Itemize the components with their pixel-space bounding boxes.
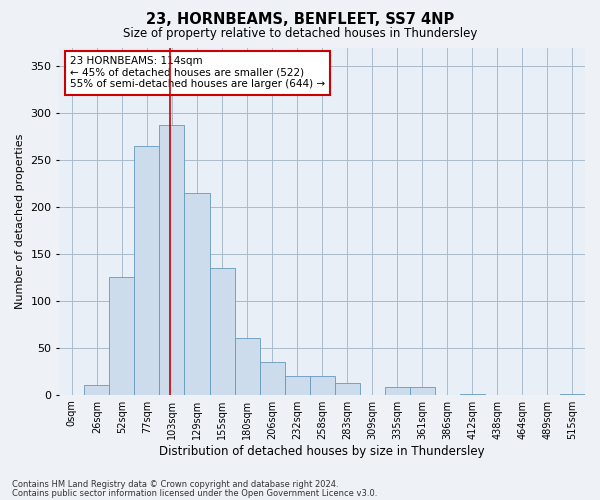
Text: Size of property relative to detached houses in Thundersley: Size of property relative to detached ho…	[123, 28, 477, 40]
Bar	[284, 376, 310, 394]
Bar	[260, 362, 284, 394]
Bar	[109, 278, 134, 394]
X-axis label: Distribution of detached houses by size in Thundersley: Distribution of detached houses by size …	[160, 444, 485, 458]
Text: 23 HORNBEAMS: 114sqm
← 45% of detached houses are smaller (522)
55% of semi-deta: 23 HORNBEAMS: 114sqm ← 45% of detached h…	[70, 56, 325, 90]
Bar	[310, 376, 335, 394]
Text: Contains HM Land Registry data © Crown copyright and database right 2024.: Contains HM Land Registry data © Crown c…	[12, 480, 338, 489]
Bar	[184, 193, 209, 394]
Text: 23, HORNBEAMS, BENFLEET, SS7 4NP: 23, HORNBEAMS, BENFLEET, SS7 4NP	[146, 12, 454, 28]
Bar	[134, 146, 160, 394]
Bar	[209, 268, 235, 394]
Y-axis label: Number of detached properties: Number of detached properties	[15, 134, 25, 309]
Text: Contains public sector information licensed under the Open Government Licence v3: Contains public sector information licen…	[12, 488, 377, 498]
Bar	[385, 387, 410, 394]
Bar	[85, 386, 109, 394]
Bar	[160, 126, 184, 394]
Bar	[410, 387, 435, 394]
Bar	[335, 384, 360, 394]
Bar	[235, 338, 260, 394]
